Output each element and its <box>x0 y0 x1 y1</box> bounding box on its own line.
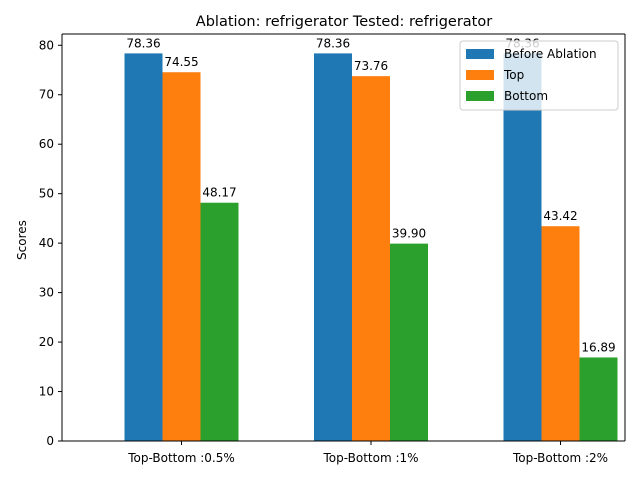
x-tick-label: Top-Bottom :2% <box>512 451 608 465</box>
bar-value-label: 39.90 <box>392 227 426 241</box>
bar-before-ablation-2 <box>314 53 352 441</box>
legend-label: Before Ablation <box>504 47 597 61</box>
legend: Before Ablation Top Bottom <box>459 40 619 111</box>
bar-value-label: 48.17 <box>202 186 236 200</box>
y-tick-label: 40 <box>39 236 54 250</box>
bar-bottom-3 <box>579 357 618 441</box>
bar-value-label: 74.55 <box>164 55 198 69</box>
chart-title: Ablation: refrigerator Tested: refrigera… <box>196 14 492 30</box>
y-tick-label: 80 <box>39 38 54 52</box>
y-tick-label: 0 <box>46 434 54 448</box>
plot-area: 78.3674.5548.1778.3673.7639.9078.3643.42… <box>39 33 626 465</box>
y-tick-label: 50 <box>39 187 54 201</box>
legend-swatch-before-ablation <box>466 49 494 59</box>
y-tick-label: 60 <box>39 137 54 151</box>
bar-value-label: 16.89 <box>581 340 615 354</box>
legend-swatch-bottom <box>466 91 494 101</box>
y-axis-label: Scores <box>15 220 29 260</box>
x-tick-label: Top-Bottom :1% <box>322 451 418 465</box>
bar-top-3 <box>541 226 580 441</box>
y-tick-label: 10 <box>39 385 54 399</box>
legend-label: Top <box>503 68 524 82</box>
legend-box <box>459 40 619 111</box>
y-tick-label: 30 <box>39 286 54 300</box>
bar-bottom-1 <box>200 202 239 441</box>
bar-value-label: 43.42 <box>543 209 577 223</box>
bar-top-1 <box>162 72 201 441</box>
bar-value-label: 73.76 <box>354 59 388 73</box>
bar-bottom-2 <box>390 243 428 441</box>
bar-before-ablation-3 <box>503 53 542 441</box>
bar-value-label: 78.36 <box>126 36 160 50</box>
bar-value-label: 78.36 <box>316 36 350 50</box>
y-tick-label: 70 <box>39 88 54 102</box>
legend-swatch-top <box>466 70 494 80</box>
x-tick-label: Top-Bottom :0.5% <box>127 451 235 465</box>
y-tick-label: 20 <box>39 335 54 349</box>
bar-before-ablation-1 <box>124 53 163 441</box>
bar-top-2 <box>352 76 390 442</box>
legend-label: Bottom <box>504 89 548 103</box>
